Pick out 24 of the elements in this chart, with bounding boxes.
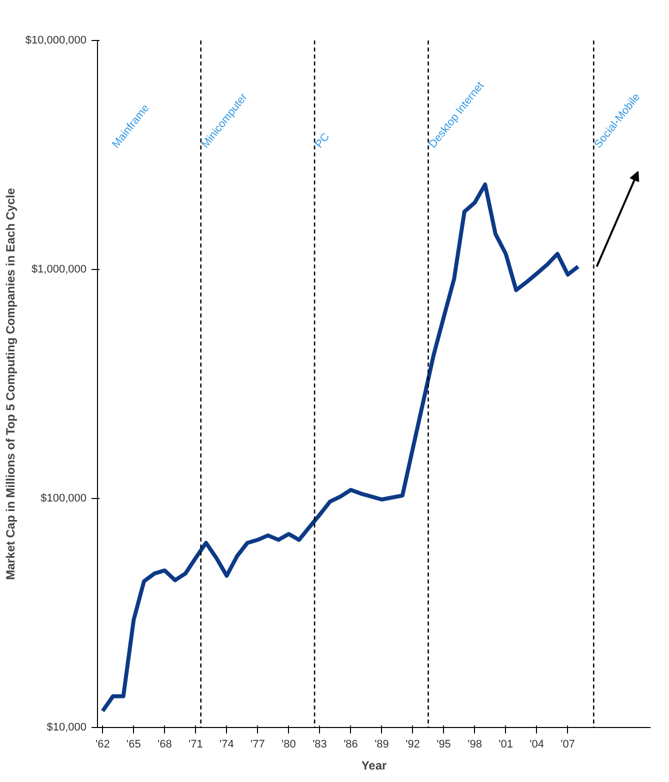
ref-line-label: PC xyxy=(313,131,332,150)
x-tick-label: '07 xyxy=(560,738,575,750)
line-series xyxy=(100,182,580,714)
x-axis-title: Year xyxy=(361,758,388,772)
x-tick-label: '89 xyxy=(374,738,389,750)
x-tick-label: '80 xyxy=(282,738,296,750)
x-tick-label: '62 xyxy=(96,738,110,750)
x-tick-label: '01 xyxy=(498,738,513,750)
y-tick-label: $100,000 xyxy=(40,492,87,504)
y-tick-label: $10,000 xyxy=(46,722,87,734)
y-tick-label: $10,000,000 xyxy=(25,34,86,46)
x-tick-label: '68 xyxy=(158,738,172,750)
x-tick-label: '95 xyxy=(436,738,451,750)
x-tick-label: '98 xyxy=(468,738,482,750)
x-tick-label: '74 xyxy=(220,738,234,750)
x-tick-label: '65 xyxy=(126,738,141,750)
x-tick-label: '92 xyxy=(406,738,420,750)
y-axis-title: Market Cap in Millions of Top 5 Computing Companies in Each Cycle xyxy=(3,188,18,580)
x-tick-label: '77 xyxy=(250,738,265,750)
y-tick-label: $1,000,000 xyxy=(31,264,87,276)
x-tick-label: '04 xyxy=(530,738,544,750)
x-tick-label: '83 xyxy=(312,738,327,750)
x-tick-label: '86 xyxy=(344,738,358,750)
x-tick-label: '71 xyxy=(188,738,203,750)
